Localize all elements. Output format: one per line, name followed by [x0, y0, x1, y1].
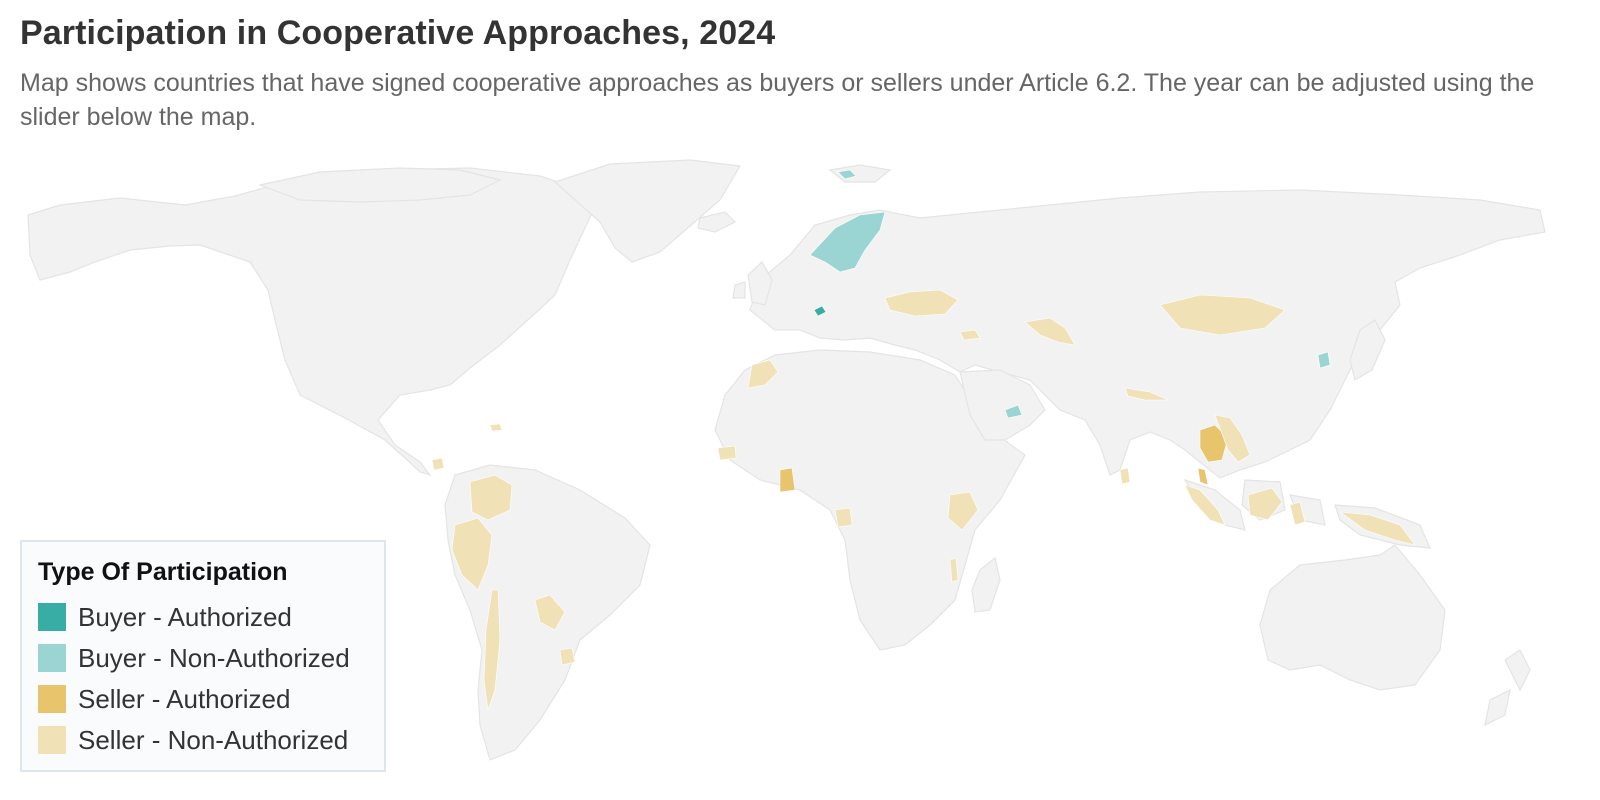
country-thai-peninsula[interactable]	[1197, 467, 1209, 486]
country-iceland[interactable]	[837, 169, 857, 180]
base-landmasses	[27, 159, 1546, 761]
country-georgia[interactable]	[959, 329, 981, 341]
land-svalbard	[828, 164, 892, 183]
country-mongolia[interactable]	[1159, 294, 1286, 336]
land-new-zealand	[1484, 649, 1531, 727]
page-subtitle: Map shows countries that have signed coo…	[20, 69, 1535, 131]
legend-swatch	[38, 603, 66, 631]
country-gabon[interactable]	[834, 507, 853, 528]
country-guatemala[interactable]	[431, 457, 445, 471]
country-uruguay[interactable]	[559, 647, 576, 666]
country-thailand[interactable]	[1199, 424, 1229, 463]
legend-swatch	[38, 644, 66, 672]
legend-item-seller-authorized[interactable]: Seller - Authorized	[38, 684, 290, 714]
country-uae[interactable]	[1004, 404, 1023, 419]
land-uk-ireland	[732, 261, 773, 306]
land-north-america	[27, 167, 601, 477]
country-malawi[interactable]	[949, 557, 959, 583]
participant-countries	[431, 169, 1416, 711]
land-europe-asia	[749, 189, 1546, 479]
legend-swatch	[38, 726, 66, 754]
country-paraguay[interactable]	[534, 594, 566, 631]
country-peru[interactable]	[451, 517, 493, 591]
legend-label: Buyer - Authorized	[78, 601, 292, 632]
country-kenya[interactable]	[947, 491, 979, 531]
country-south-korea[interactable]	[1317, 351, 1331, 369]
country-indonesia-sumatra[interactable]	[1184, 484, 1226, 526]
land-africa	[714, 349, 1026, 651]
country-chile[interactable]	[483, 589, 501, 711]
country-norway-sweden[interactable]	[809, 211, 886, 273]
land-arabian-peninsula	[959, 369, 1046, 441]
legend-label: Seller - Authorized	[78, 683, 291, 714]
legend: Type Of Participation Buyer - Authorized…	[20, 540, 386, 772]
country-indonesia-borneo[interactable]	[1247, 487, 1283, 521]
country-uzbekistan[interactable]	[1024, 317, 1076, 346]
land-madagascar	[971, 556, 1001, 613]
legend-item-buyer-non-authorized[interactable]: Buyer - Non-Authorized	[38, 643, 350, 673]
land-iceland	[697, 211, 737, 233]
land-japan	[1349, 319, 1386, 381]
legend-item-seller-non-authorized[interactable]: Seller - Non-Authorized	[38, 725, 348, 755]
country-sri-lanka[interactable]	[1119, 467, 1131, 485]
legend-title: Type Of Participation	[38, 558, 288, 586]
country-switzerland[interactable]	[813, 305, 827, 317]
land-australia	[1259, 544, 1446, 691]
world-map[interactable]	[0, 140, 1600, 800]
legend-item-buyer-authorized[interactable]: Buyer - Authorized	[38, 602, 292, 632]
legend-label: Buyer - Non-Authorized	[78, 642, 350, 673]
country-senegal[interactable]	[717, 445, 737, 461]
country-laos-cambodia-vietnam[interactable]	[1214, 414, 1251, 463]
land-arctic-islands	[257, 167, 502, 203]
page-title: Participation in Cooperative Approaches,…	[20, 14, 776, 52]
country-dominican-republic[interactable]	[489, 423, 503, 432]
country-nepal[interactable]	[1124, 387, 1169, 401]
country-ghana[interactable]	[779, 467, 796, 493]
country-papua-new-guinea[interactable]	[1338, 511, 1416, 546]
country-indonesia-sulawesi[interactable]	[1289, 501, 1306, 526]
country-ukraine[interactable]	[884, 289, 959, 317]
country-morocco[interactable]	[747, 359, 779, 389]
land-greenland	[553, 159, 741, 263]
country-colombia[interactable]	[469, 474, 513, 521]
legend-swatch	[38, 685, 66, 713]
legend-label: Seller - Non-Authorized	[78, 724, 349, 755]
